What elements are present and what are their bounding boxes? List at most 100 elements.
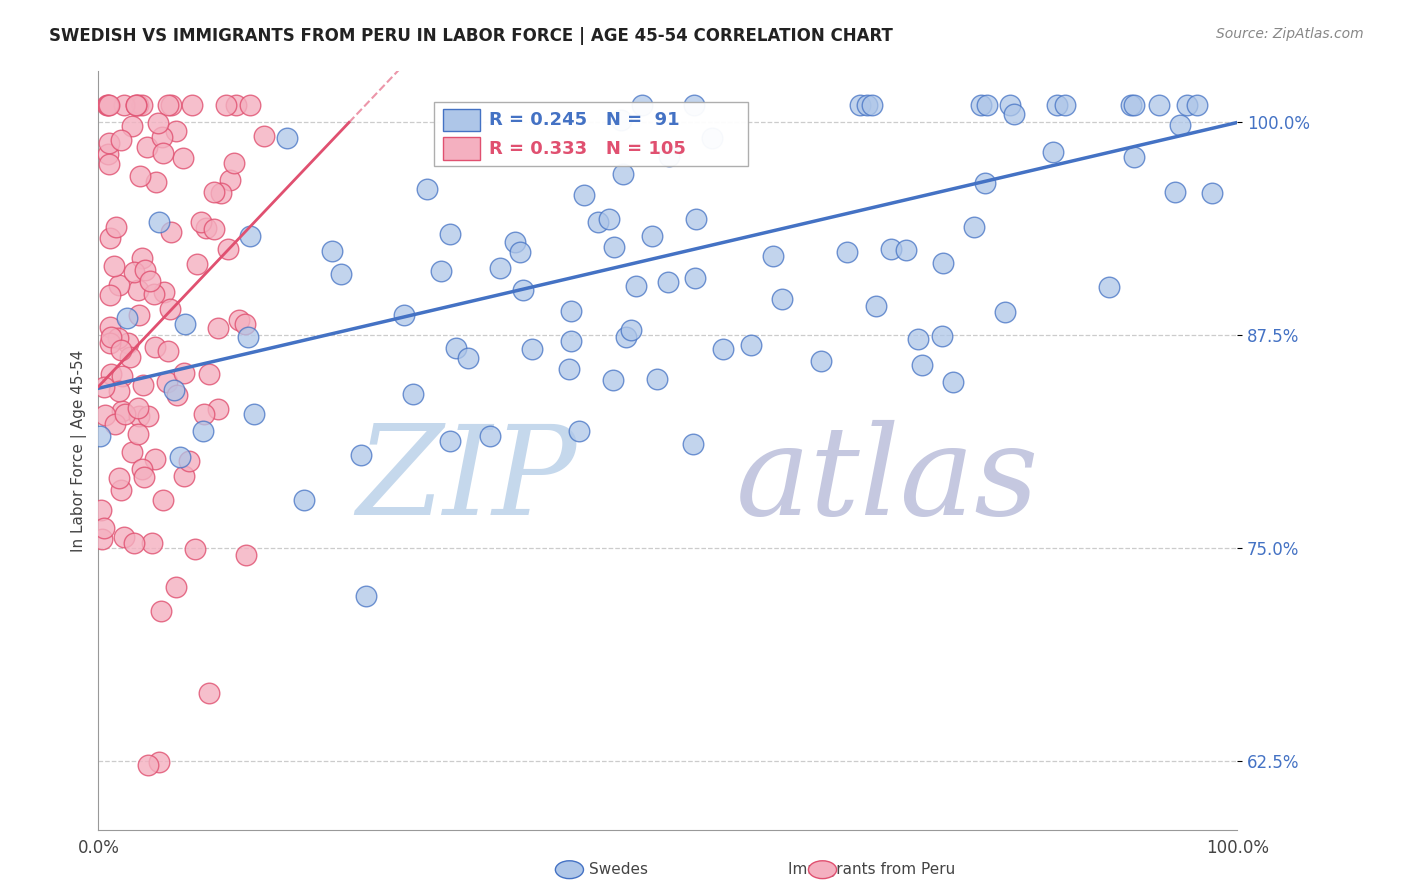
Point	[150, 130, 173, 145]
Point	[127, 98, 149, 112]
Point	[598, 211, 620, 226]
Point	[128, 409, 150, 423]
Point	[994, 305, 1017, 319]
Point	[682, 437, 704, 451]
Point	[156, 375, 179, 389]
Point	[98, 336, 121, 351]
Point	[603, 240, 626, 254]
Point	[152, 493, 174, 508]
Point	[173, 468, 195, 483]
Point	[896, 243, 918, 257]
Point	[685, 212, 707, 227]
Point	[97, 98, 120, 112]
Point	[239, 98, 262, 112]
Point	[122, 265, 145, 279]
Point	[207, 402, 229, 417]
Point	[114, 407, 136, 421]
Point	[439, 227, 461, 241]
Point	[225, 98, 247, 112]
Point	[512, 283, 534, 297]
Point	[1119, 98, 1142, 112]
Point	[1042, 145, 1064, 159]
Point	[970, 98, 993, 112]
Point	[98, 288, 121, 302]
Point	[93, 380, 115, 394]
Point	[165, 124, 187, 138]
Point	[179, 453, 201, 467]
Point	[911, 358, 934, 372]
Text: atlas: atlas	[737, 420, 1039, 541]
Point	[522, 342, 544, 356]
Bar	[443, 109, 479, 131]
Point	[103, 259, 125, 273]
Point	[121, 119, 143, 133]
Point	[141, 536, 163, 550]
Point	[330, 268, 353, 282]
Point	[148, 116, 170, 130]
Text: R = 0.245   N =  91: R = 0.245 N = 91	[489, 111, 679, 128]
Point	[97, 98, 120, 112]
Point	[880, 242, 903, 256]
Text: Immigrants from Peru: Immigrants from Peru	[789, 863, 955, 877]
Point	[98, 157, 121, 171]
Point	[89, 429, 111, 443]
Point	[209, 186, 232, 200]
Point	[856, 98, 879, 112]
Point	[148, 755, 170, 769]
Point	[1163, 185, 1185, 199]
Point	[1147, 98, 1170, 112]
Point	[558, 361, 581, 376]
Point	[111, 369, 134, 384]
Point	[478, 429, 501, 443]
Point	[224, 156, 246, 170]
Point	[641, 229, 664, 244]
Point	[235, 548, 257, 562]
Point	[139, 273, 162, 287]
Point	[253, 129, 276, 144]
Point	[683, 271, 706, 285]
Point	[219, 173, 242, 187]
Point	[142, 287, 165, 301]
Point	[354, 589, 377, 603]
Point	[96, 98, 118, 112]
Point	[124, 536, 146, 550]
Point	[100, 330, 122, 344]
Point	[457, 351, 479, 365]
Point	[143, 340, 166, 354]
Point	[217, 243, 239, 257]
Point	[90, 533, 112, 547]
Point	[112, 98, 135, 112]
Point	[489, 261, 512, 276]
Point	[439, 434, 461, 449]
Point	[572, 188, 595, 202]
Point	[145, 175, 167, 189]
Point	[276, 130, 298, 145]
Point	[907, 332, 929, 346]
Point	[207, 321, 229, 335]
Point	[90, 503, 112, 517]
Point	[1046, 98, 1069, 112]
Point	[112, 530, 135, 544]
Point	[1187, 98, 1209, 112]
Point	[932, 256, 955, 270]
Point	[115, 311, 138, 326]
Point	[98, 230, 121, 244]
Point	[626, 279, 648, 293]
Point	[942, 375, 965, 389]
Point	[292, 492, 315, 507]
Point	[108, 278, 131, 293]
Point	[198, 686, 221, 700]
Point	[193, 424, 215, 438]
Point	[128, 308, 150, 322]
Point	[849, 98, 872, 112]
Point	[149, 604, 172, 618]
Point	[131, 462, 153, 476]
Text: Swedes: Swedes	[589, 863, 648, 877]
Point	[865, 299, 887, 313]
Point	[121, 444, 143, 458]
Point	[973, 176, 995, 190]
Point	[586, 215, 609, 229]
Point	[105, 220, 128, 235]
Point	[127, 283, 149, 297]
Point	[125, 98, 148, 112]
